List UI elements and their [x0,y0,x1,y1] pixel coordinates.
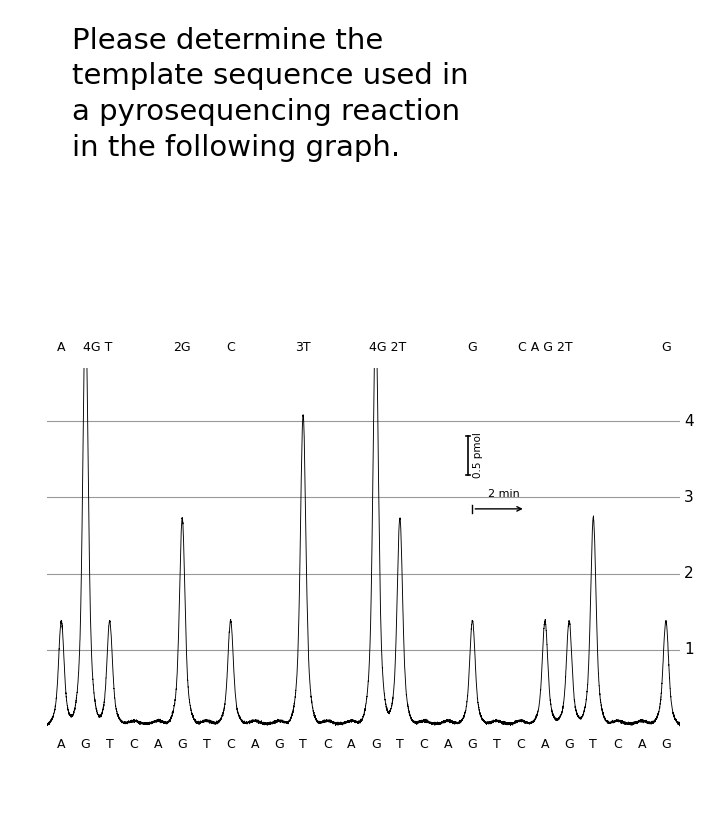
Text: 4G 2T: 4G 2T [369,341,406,354]
Text: G: G [564,737,574,751]
Text: G: G [371,737,381,751]
Text: A: A [251,737,259,751]
Text: Please determine the
template sequence used in
a pyrosequencing reaction
in the : Please determine the template sequence u… [72,27,469,162]
Text: 1: 1 [684,642,693,657]
Text: T: T [106,737,114,751]
Text: A: A [637,737,646,751]
Text: T: T [202,737,210,751]
Text: A: A [444,737,452,751]
Text: 2: 2 [684,566,693,581]
Text: C: C [420,737,428,751]
Text: A: A [347,737,356,751]
Text: 3: 3 [684,490,694,505]
Text: C: C [226,737,235,751]
Text: G: G [661,737,671,751]
Text: G: G [661,341,671,354]
Text: G: G [81,737,91,751]
Text: 0.5 pmol: 0.5 pmol [473,432,483,478]
Text: C A G 2T: C A G 2T [518,341,572,354]
Text: C: C [130,737,138,751]
Text: 4: 4 [684,414,693,429]
Text: 3T: 3T [295,341,311,354]
Text: 2G: 2G [174,341,191,354]
Text: A: A [57,341,66,354]
Text: T: T [492,737,500,751]
Text: A: A [541,737,549,751]
Text: G: G [274,737,284,751]
Text: C: C [226,341,235,354]
Text: A: A [154,737,162,751]
Text: C: C [613,737,622,751]
Text: G: G [467,341,477,354]
Text: A: A [57,737,66,751]
Text: C: C [323,737,332,751]
Text: 4G T: 4G T [83,341,112,354]
Text: T: T [590,737,597,751]
Text: C: C [516,737,525,751]
Text: T: T [300,737,307,751]
Text: T: T [396,737,404,751]
Text: 2 min: 2 min [488,489,520,499]
Text: G: G [177,737,187,751]
Text: G: G [467,737,477,751]
